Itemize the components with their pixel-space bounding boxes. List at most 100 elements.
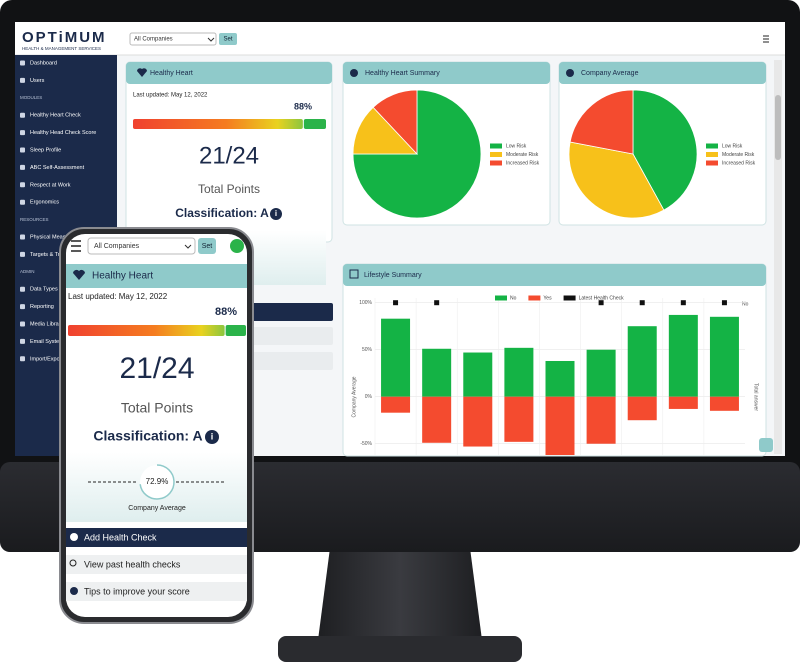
set-button-text: Set bbox=[223, 37, 232, 43]
sidebar-item[interactable]: Import/Expo bbox=[30, 356, 60, 362]
sidebar-item[interactable]: Email System bbox=[30, 339, 64, 345]
sidebar-item[interactable]: Physical Meas bbox=[30, 234, 66, 240]
last-updated: Last updated: May 12, 2022 bbox=[133, 93, 208, 99]
sidebar-item[interactable]: ABC Self-Assessment bbox=[30, 165, 85, 171]
legend-label: Moderate Risk bbox=[506, 152, 539, 158]
bar bbox=[463, 396, 493, 447]
legend-swatch bbox=[490, 160, 502, 166]
sidebar-icon bbox=[20, 356, 25, 362]
pie-slice bbox=[632, 89, 698, 211]
info-glyph: i bbox=[211, 431, 214, 441]
sidebar-item[interactable]: Data Types bbox=[30, 287, 58, 293]
y-tick-label: -50% bbox=[360, 441, 372, 447]
chart-icon bbox=[349, 269, 359, 279]
legend-swatch bbox=[528, 295, 541, 301]
classification: Classification: A bbox=[175, 206, 269, 220]
bar bbox=[463, 352, 493, 397]
legend-label: Low Risk bbox=[722, 143, 743, 149]
set-button-text: Set bbox=[202, 243, 213, 250]
company-select-text: All Companies bbox=[94, 243, 140, 250]
sidebar-icon bbox=[20, 304, 25, 310]
bar bbox=[709, 316, 739, 397]
points: Total Points bbox=[121, 400, 193, 416]
bar bbox=[627, 396, 657, 421]
company-select[interactable] bbox=[87, 237, 196, 255]
progress-label: 88% bbox=[294, 101, 312, 111]
scroll-thumb[interactable] bbox=[775, 95, 781, 160]
legend-swatch bbox=[495, 295, 507, 301]
card-header bbox=[66, 264, 247, 288]
bar bbox=[504, 396, 534, 442]
bar bbox=[545, 396, 575, 455]
sidebar-icon bbox=[20, 77, 25, 83]
legend-swatch bbox=[706, 143, 718, 149]
sidebar-icon bbox=[20, 321, 25, 327]
tagline: HEALTH & MANAGEMENT SERVICES bbox=[22, 46, 101, 51]
classification: Classification: A bbox=[93, 428, 202, 444]
info-icon[interactable] bbox=[205, 430, 219, 444]
heart-icon bbox=[137, 68, 147, 77]
card-header bbox=[343, 264, 766, 286]
sidebar-item[interactable]: Ergonomics bbox=[30, 200, 59, 206]
sidebar-item[interactable]: Reporting bbox=[30, 304, 54, 310]
sidebar-item[interactable]: Healthy Heart Check bbox=[30, 113, 81, 119]
sidebar-icon bbox=[20, 147, 25, 153]
info-icon bbox=[70, 587, 78, 595]
sidebar-heading: RESOURCES bbox=[20, 217, 49, 222]
sidebar-icon bbox=[20, 112, 25, 118]
gauge-label: 72.9% bbox=[146, 477, 169, 486]
legend-label: Increased Risk bbox=[506, 160, 540, 166]
bar bbox=[586, 349, 616, 397]
marker bbox=[721, 300, 727, 306]
legend-swatch bbox=[706, 152, 718, 157]
action-text: Tips to improve your score bbox=[84, 586, 190, 596]
set-button[interactable] bbox=[198, 238, 216, 254]
card-title: Healthy Heart bbox=[150, 70, 193, 77]
legend-swatch bbox=[706, 160, 718, 166]
card-header bbox=[343, 62, 550, 84]
marker bbox=[680, 300, 686, 306]
action-bar[interactable] bbox=[66, 582, 247, 601]
power-button[interactable] bbox=[230, 239, 244, 253]
y2-axis-title: Total answer bbox=[753, 383, 759, 411]
heart-icon bbox=[73, 269, 85, 280]
menu-icon[interactable] bbox=[71, 240, 81, 252]
info-icon[interactable] bbox=[270, 208, 282, 220]
company-select[interactable] bbox=[129, 32, 217, 46]
set-button[interactable] bbox=[219, 33, 237, 45]
sidebar-item[interactable]: Users bbox=[30, 78, 45, 84]
stand-base bbox=[278, 636, 522, 662]
sidebar-icon bbox=[20, 234, 25, 240]
scrollbar[interactable] bbox=[774, 60, 782, 454]
bar bbox=[504, 347, 534, 397]
sidebar-heading: ADMIN bbox=[20, 269, 35, 274]
action-bar[interactable] bbox=[66, 528, 247, 547]
brand: OPTiMUM bbox=[22, 29, 107, 46]
sidebar-item[interactable]: Targets & Tr bbox=[30, 252, 60, 258]
marker bbox=[393, 300, 399, 306]
sidebar-icon bbox=[20, 60, 25, 66]
bar bbox=[381, 318, 411, 397]
bar bbox=[422, 348, 452, 397]
menu-icon[interactable] bbox=[763, 35, 769, 43]
chat-button[interactable] bbox=[759, 438, 773, 452]
sidebar-item[interactable]: Media Librar bbox=[30, 321, 61, 327]
bar bbox=[668, 396, 698, 409]
sidebar-icon bbox=[20, 164, 25, 170]
sidebar-item[interactable]: Respect at Work bbox=[30, 182, 71, 188]
y-tick-label: 100% bbox=[359, 300, 372, 306]
sidebar-item[interactable]: Dashboard bbox=[30, 60, 57, 66]
pie-slice bbox=[372, 89, 418, 156]
sidebar-item[interactable]: Sleep Profile bbox=[30, 147, 61, 153]
sidebar-icon bbox=[20, 251, 25, 257]
action-bar bbox=[240, 327, 333, 345]
legend-label: Increased Risk bbox=[722, 160, 756, 166]
sidebar-item[interactable]: Healthy Head Check Score bbox=[30, 130, 96, 136]
legend-label: No bbox=[510, 295, 517, 301]
sidebar-icon bbox=[20, 182, 25, 188]
legend-label: Moderate Risk bbox=[722, 152, 755, 158]
action-bar[interactable] bbox=[66, 555, 247, 574]
stand bbox=[318, 548, 482, 640]
progress-rest bbox=[225, 325, 246, 336]
pie-slice bbox=[352, 89, 482, 219]
